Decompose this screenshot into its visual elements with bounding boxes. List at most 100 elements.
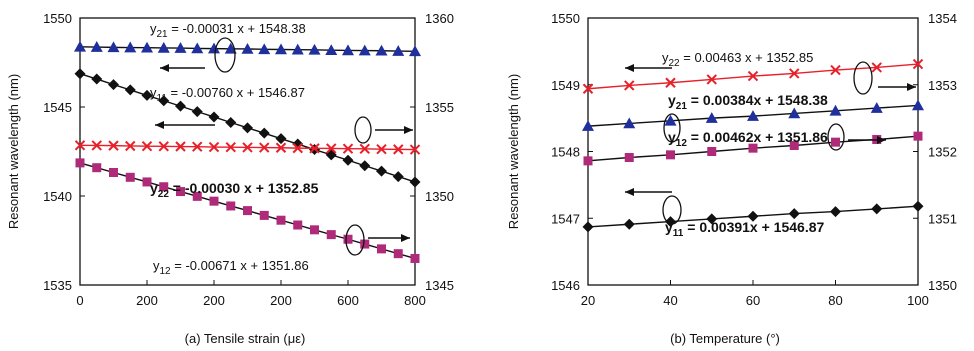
data-point <box>706 213 718 225</box>
series-square <box>75 158 420 263</box>
data-point <box>788 107 801 119</box>
data-point <box>158 141 169 152</box>
chart-a: 0 200 200 200 600 800 1535 1540 1545 1550 1345 1350… <box>6 11 454 346</box>
x-tick-label: 80 <box>828 293 842 308</box>
y-right-tick-label: 1345 <box>425 278 454 293</box>
axis-indicator-arrow <box>155 121 215 129</box>
data-point <box>409 176 421 188</box>
data-point <box>912 99 924 111</box>
data-point <box>158 95 170 107</box>
axis-indicator-ellipse <box>354 116 372 144</box>
data-point <box>665 77 676 88</box>
data-point <box>192 141 203 152</box>
data-point <box>913 131 923 141</box>
data-point <box>375 44 388 56</box>
data-point <box>141 41 153 53</box>
data-point <box>209 196 219 206</box>
data-point <box>157 41 170 53</box>
data-point <box>91 73 103 85</box>
fit-equation: y21 = 0.00384x + 1548.38 <box>668 92 828 112</box>
data-point <box>208 111 220 123</box>
series-triangle <box>582 99 924 131</box>
data-point <box>125 172 135 182</box>
data-point <box>191 42 204 54</box>
data-point <box>789 140 799 150</box>
data-point <box>359 160 371 172</box>
axis-indicator-arrow <box>375 126 413 134</box>
y-left-tick-label: 1545 <box>43 100 72 115</box>
data-point <box>582 120 594 131</box>
axis-indicator-ellipse <box>853 61 873 95</box>
y-right-tick-label: 1354 <box>928 11 957 26</box>
plot-frame <box>79 17 416 286</box>
data-point <box>358 44 371 56</box>
fit-equation: y22 = 0.00463 x + 1352.85 <box>662 50 813 69</box>
data-point <box>789 68 800 79</box>
data-point <box>124 84 136 96</box>
data-point <box>108 140 119 151</box>
data-point <box>870 102 883 113</box>
data-point <box>376 165 387 177</box>
data-point <box>276 215 286 225</box>
data-point <box>343 234 353 244</box>
data-point <box>666 150 675 160</box>
data-point <box>208 42 220 54</box>
data-point <box>124 41 137 53</box>
data-point <box>342 154 354 166</box>
y-left-tick-label: 1546 <box>551 278 580 293</box>
y-left-tick-label: 1535 <box>43 278 72 293</box>
data-point <box>91 140 102 151</box>
data-point <box>293 220 303 230</box>
data-point <box>583 156 593 166</box>
data-point <box>224 42 237 54</box>
data-point <box>705 112 718 123</box>
data-point <box>225 142 236 153</box>
data-point <box>259 142 270 153</box>
y-right-tick-label: 1350 <box>425 189 454 204</box>
y-left-tick-label: 1550 <box>551 11 580 26</box>
x-tick-label: 20 <box>581 293 595 308</box>
data-point <box>92 163 102 173</box>
chart-caption: (b) Temperature (°) <box>670 331 780 346</box>
fit-equation: y12 = -0.00671 x + 1351.86 <box>153 258 309 277</box>
data-point <box>175 141 186 152</box>
y-left-tick-label: 1540 <box>43 189 72 204</box>
data-point <box>326 230 336 240</box>
data-point <box>309 143 320 154</box>
data-point <box>747 70 759 82</box>
data-point <box>243 206 252 216</box>
y-axis-title: Resonant wavelength (nm) <box>6 74 21 229</box>
data-point <box>829 104 842 116</box>
fit-equation: y11 = 0.00391x + 1546.87 <box>665 219 824 239</box>
data-point <box>830 206 841 218</box>
axis-indicator-ellipse <box>662 195 682 225</box>
chart-b: 20 40 60 80 100 1546 1547 1548 1549 1550 1350 1351 1… <box>506 11 957 346</box>
data-point <box>582 83 594 94</box>
y-right-tick-label: 1351 <box>928 211 957 226</box>
data-point <box>259 210 269 220</box>
data-point <box>325 44 338 56</box>
data-point <box>377 244 386 254</box>
data-point <box>623 218 635 230</box>
axis-indicator-arrow <box>848 136 886 144</box>
y-right-tick-label: 1355 <box>425 100 454 115</box>
data-point <box>393 249 403 259</box>
data-point <box>258 43 271 55</box>
data-point <box>176 187 185 197</box>
data-point <box>707 147 717 156</box>
data-point <box>174 42 187 53</box>
data-point <box>275 133 287 145</box>
data-point <box>664 114 677 126</box>
data-point <box>109 168 118 178</box>
data-point <box>125 140 136 152</box>
axis-indicator-ellipse <box>345 224 365 256</box>
data-point <box>242 142 253 153</box>
data-point <box>788 208 800 220</box>
fit-equation: y22 = -0.00030 x + 1352.85 <box>150 180 319 200</box>
y-left-tick-label: 1548 <box>551 145 580 160</box>
data-point <box>326 143 337 154</box>
data-point <box>208 141 220 153</box>
data-point <box>107 41 120 53</box>
data-point <box>226 201 236 211</box>
